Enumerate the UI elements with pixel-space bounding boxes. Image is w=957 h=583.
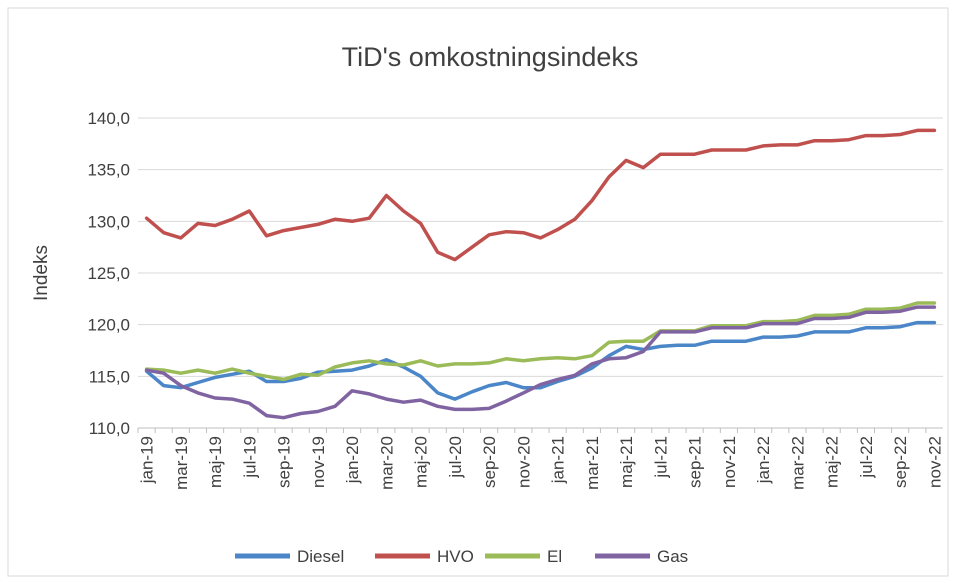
legend-label: HVO (437, 547, 474, 566)
legend-label: El (547, 547, 562, 566)
y-tick-label: 110,0 (89, 419, 130, 438)
y-tick-label: 125,0 (87, 264, 130, 283)
x-tick-label: maj-20 (412, 436, 431, 488)
series-line (144, 301, 937, 382)
x-tick-label: maj-21 (617, 436, 636, 488)
y-tick-label: 120,0 (87, 316, 130, 335)
x-tick-label: mar-19 (172, 436, 191, 490)
x-tick-label: nov-22 (925, 436, 944, 488)
x-tick-label: maj-19 (206, 436, 225, 488)
x-tick-label: sep-22 (891, 436, 910, 488)
y-tick-label: 115,0 (89, 367, 130, 386)
x-tick-label: jul-20 (446, 436, 465, 479)
y-axis-label: Indeks (31, 245, 52, 301)
x-tick-label: jul-19 (240, 436, 259, 479)
x-tick-label: jan-22 (754, 436, 773, 484)
series-line (144, 305, 937, 420)
x-tick-label: jul-21 (651, 436, 670, 479)
x-tick-label: jan-21 (549, 436, 568, 484)
y-tick-label: 140,0 (87, 109, 130, 128)
x-tick-label: maj-22 (823, 436, 842, 488)
x-tick-label: mar-20 (377, 436, 396, 490)
y-tick-label: 130,0 (87, 212, 130, 231)
x-tick-label: nov-20 (514, 436, 533, 488)
series-line (144, 128, 937, 262)
legend-label: Gas (657, 547, 688, 566)
x-tick-label: nov-21 (720, 436, 739, 488)
chart-border (7, 7, 949, 577)
x-tick-label: jan-19 (138, 436, 157, 484)
x-tick-label: jan-20 (343, 436, 362, 484)
x-tick-label: nov-19 (309, 436, 328, 488)
x-tick-label: mar-22 (788, 436, 807, 490)
x-tick-label: sep-21 (686, 436, 705, 488)
y-tick-label: 135,0 (87, 161, 130, 180)
chart-title: TiD's omkostningsindeks (342, 42, 639, 72)
x-tick-label: sep-20 (480, 436, 499, 488)
x-tick-label: sep-19 (275, 436, 294, 488)
x-tick-label: jul-22 (857, 436, 876, 479)
x-tick-label: mar-21 (583, 436, 602, 490)
series-line (144, 320, 937, 401)
legend-label: Diesel (297, 547, 344, 566)
